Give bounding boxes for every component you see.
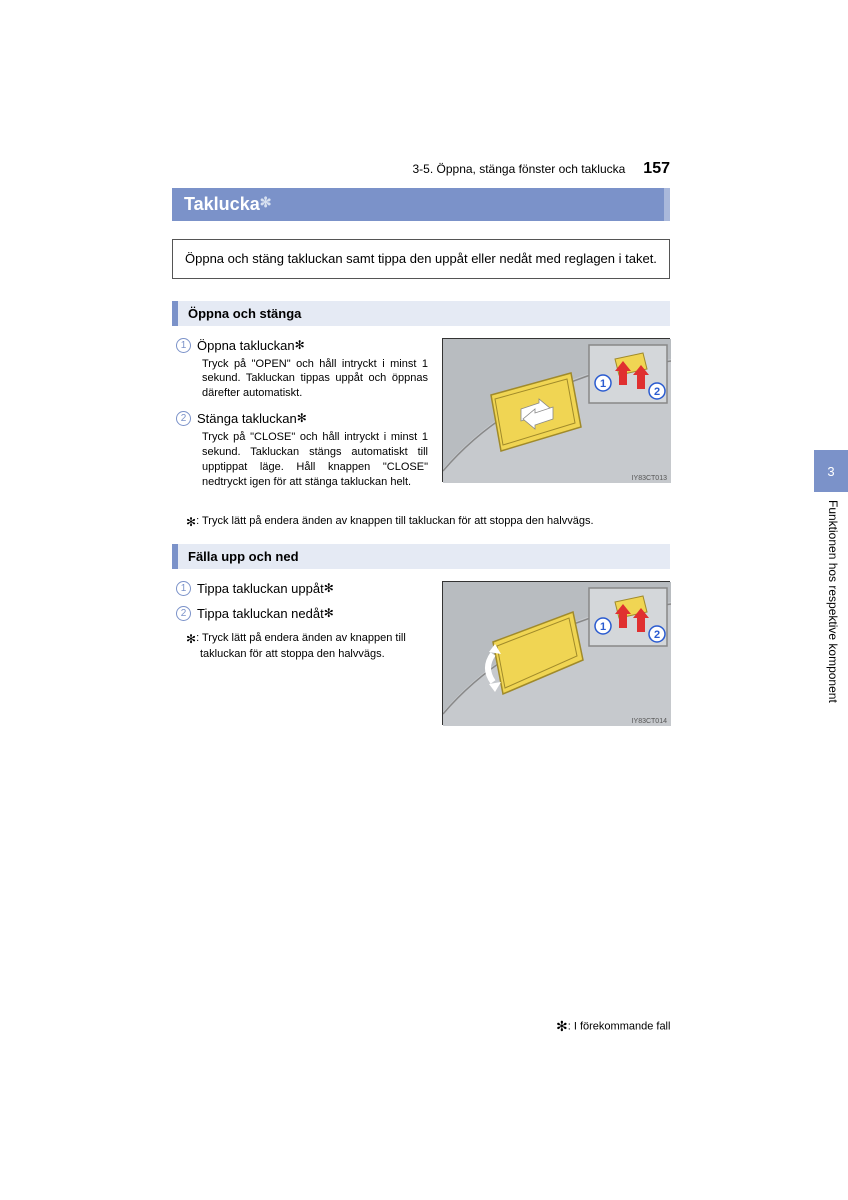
item-label: Tippa takluckan uppåt — [197, 581, 324, 596]
list-item: 1 Tippa takluckan uppåt✻ — [172, 581, 428, 596]
list-item: 2 Tippa takluckan nedåt✻ — [172, 606, 428, 621]
section-footnote: ✻: Tryck lätt på endera änden av knappen… — [172, 631, 428, 662]
step-number-icon: 2 — [176, 606, 191, 621]
section-heading: Fälla upp och ned — [172, 544, 670, 569]
step-number-icon: 2 — [176, 411, 191, 426]
svg-text:2: 2 — [654, 629, 660, 641]
page-title-bar: Taklucka✻ — [172, 188, 670, 221]
section-heading: Öppna och stänga — [172, 301, 670, 326]
asterisk-icon: ✻ — [324, 606, 334, 620]
page-content: 3-5. Öppna, stänga fönster och taklucka … — [172, 160, 670, 747]
page-footnote: ✻: I förekommande fall — [556, 1018, 670, 1035]
asterisk-icon: ✻ — [186, 632, 196, 646]
svg-text:IY83CT014: IY83CT014 — [632, 718, 668, 725]
step-number-icon: 1 — [176, 338, 191, 353]
illustration: 1 2 IY83CT014 — [442, 581, 670, 725]
svg-text:IY83CT013: IY83CT013 — [632, 475, 668, 482]
section-body: 1 Tippa takluckan uppåt✻ 2 Tippa takluck… — [172, 581, 670, 731]
step-number-icon: 1 — [176, 581, 191, 596]
svg-text:1: 1 — [600, 621, 606, 633]
page-title: Taklucka — [184, 194, 260, 214]
svg-text:1: 1 — [600, 378, 606, 390]
item-description: Tryck på "CLOSE" och håll intryckt i min… — [202, 430, 428, 489]
title-asterisk-icon: ✻ — [260, 194, 272, 210]
chapter-tab: 3 — [814, 450, 848, 492]
asterisk-icon: ✻ — [186, 515, 196, 529]
asterisk-icon: ✻ — [295, 338, 305, 352]
section-footnote: ✻: Tryck lätt på endera änden av knappen… — [172, 514, 670, 530]
item-label: Stänga takluckan — [197, 411, 297, 426]
sunroof-diagram-icon: 1 2 IY83CT013 — [443, 339, 671, 483]
page-number: 157 — [643, 160, 670, 178]
breadcrumb: 3-5. Öppna, stänga fönster och taklucka — [413, 162, 626, 176]
item-label: Tippa takluckan nedåt — [197, 606, 324, 621]
item-label: Öppna takluckan — [197, 338, 295, 353]
item-description: Tryck på "OPEN" och håll intryckt i mins… — [202, 357, 428, 402]
list-item: 1 Öppna takluckan✻ Tryck på "OPEN" och h… — [172, 338, 428, 402]
section-body: 1 Öppna takluckan✻ Tryck på "OPEN" och h… — [172, 338, 670, 498]
asterisk-icon: ✻ — [297, 411, 307, 425]
list-item: 2 Stänga takluckan✻ Tryck på "CLOSE" och… — [172, 411, 428, 489]
illustration: 1 2 IY83CT013 — [442, 338, 670, 482]
asterisk-icon: ✻ — [324, 581, 334, 595]
intro-text: Öppna och stäng takluckan samt tippa den… — [185, 251, 657, 266]
page-header: 3-5. Öppna, stänga fönster och taklucka … — [172, 160, 670, 178]
svg-text:2: 2 — [654, 386, 660, 398]
asterisk-icon: ✻ — [556, 1018, 568, 1034]
chapter-number: 3 — [827, 464, 834, 479]
intro-box: Öppna och stäng takluckan samt tippa den… — [172, 239, 670, 279]
side-chapter-label: Funktionen hos respektive komponent — [826, 500, 840, 703]
sunroof-tilt-diagram-icon: 1 2 IY83CT014 — [443, 582, 671, 726]
